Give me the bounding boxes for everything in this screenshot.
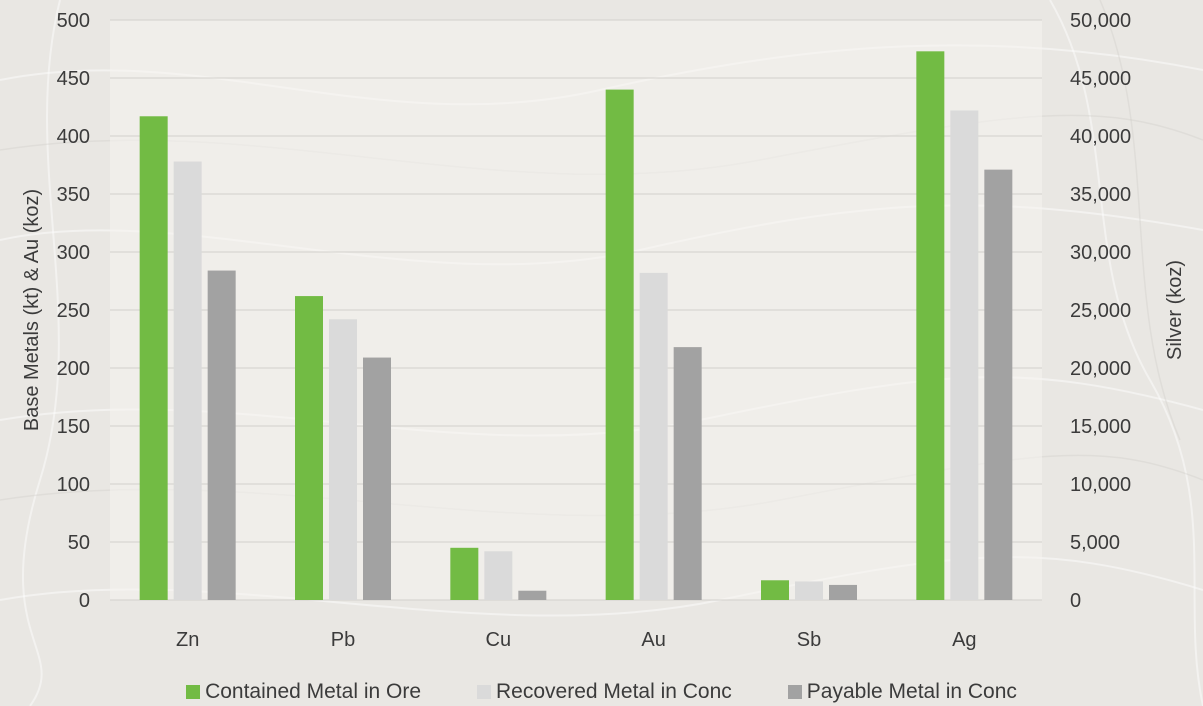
x-tick-label: Ag <box>952 629 976 651</box>
y-tick-label-right: 40,000 <box>1070 126 1131 148</box>
y-tick-label-left: 450 <box>57 68 90 90</box>
legend-label-recovered: Recovered Metal in Conc <box>496 680 732 703</box>
bar-au-series-3 <box>673 347 702 600</box>
bar-sb-series-2 <box>795 581 823 600</box>
y-tick-label-right: 50,000 <box>1070 10 1131 32</box>
bar-zn-series-3 <box>207 270 236 600</box>
y-tick-label-right: 45,000 <box>1070 68 1131 90</box>
legend-swatch-contained <box>186 685 201 699</box>
bar-pb-series-1 <box>295 296 323 600</box>
bar-ag-series-1 <box>916 51 945 600</box>
y-tick-label-left: 500 <box>57 10 90 32</box>
y-tick-label-right: 25,000 <box>1070 300 1131 322</box>
bar-pb-series-3 <box>363 357 391 600</box>
bar-ag-series-2 <box>950 110 979 600</box>
bar-pb-series-2 <box>329 319 357 600</box>
bar-sb-series-1 <box>761 580 789 600</box>
legend-label-contained: Contained Metal in Ore <box>205 680 422 703</box>
y-tick-label-right: 30,000 <box>1070 242 1131 264</box>
y-tick-label-left: 100 <box>57 474 90 496</box>
y-tick-label-right: 35,000 <box>1070 184 1131 206</box>
bar-ag-series-3 <box>984 169 1013 600</box>
bar-sb-series-3 <box>829 584 857 600</box>
bar-cu-series-2 <box>484 551 513 600</box>
x-tick-label: Zn <box>176 629 199 651</box>
y-tick-label-left: 150 <box>57 416 90 438</box>
y-tick-label-left: 400 <box>57 126 90 148</box>
legend-item-recovered: Recovered Metal in Conc <box>477 680 732 704</box>
y-tick-label-left: 200 <box>57 358 90 380</box>
left-axis: 0 50 100 150 200 250 300 350 400 450 500 <box>57 10 90 612</box>
x-tick-label: Pb <box>331 629 355 651</box>
legend-item-payable: Payable Metal in Conc <box>787 680 1017 704</box>
y-tick-label-right: 0 <box>1070 590 1081 612</box>
legend-swatch-payable <box>787 685 802 699</box>
y-tick-label-right: 20,000 <box>1070 358 1131 380</box>
y-axis-title-left: Base Metals (kt) & Au (koz) <box>21 189 43 431</box>
y-axis-title-right: Silver (koz) <box>1164 260 1186 360</box>
y-tick-label-left: 300 <box>57 242 90 264</box>
legend-label-payable: Payable Metal in Conc <box>806 680 1017 703</box>
y-tick-label-right: 5,000 <box>1070 532 1120 554</box>
bars <box>139 51 1013 600</box>
bar-cu-series-3 <box>518 590 547 600</box>
y-tick-label-left: 350 <box>57 184 90 206</box>
bar-zn-series-1 <box>139 116 168 600</box>
x-axis: Zn Pb Cu Au Sb Ag <box>176 629 977 651</box>
bar-au-series-2 <box>639 272 668 600</box>
x-tick-label: Sb <box>797 629 821 651</box>
y-tick-label-right: 10,000 <box>1070 474 1131 496</box>
y-tick-label-left: 0 <box>79 590 90 612</box>
gridlines <box>110 19 1042 601</box>
y-tick-label-right: 15,000 <box>1070 416 1131 438</box>
bar-au-series-1 <box>605 89 634 600</box>
legend-item-contained: Contained Metal in Ore <box>186 680 421 704</box>
y-tick-label-left: 250 <box>57 300 90 322</box>
bar-zn-series-2 <box>173 161 202 600</box>
legend: Contained Metal in Ore Recovered Metal i… <box>0 678 1203 706</box>
right-axis: 0 5,000 10,000 15,000 20,000 25,000 30,000 35,0… <box>1070 10 1131 612</box>
y-tick-label-left: 50 <box>68 532 90 554</box>
legend-swatch-recovered <box>477 685 492 699</box>
x-tick-label: Cu <box>486 629 512 651</box>
x-tick-label: Au <box>641 629 665 651</box>
bar-cu-series-1 <box>450 547 479 600</box>
